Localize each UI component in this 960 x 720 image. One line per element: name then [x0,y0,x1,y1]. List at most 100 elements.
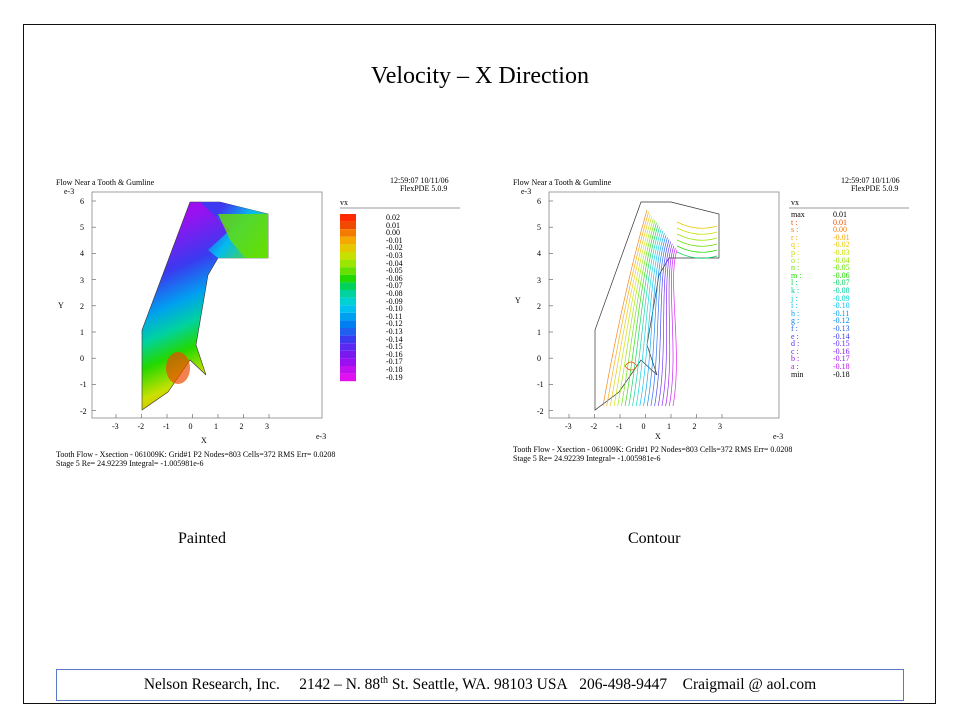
legend-letter: q : [791,240,800,250]
legend-value: -0.02 [386,243,403,253]
contour-line [610,214,651,407]
contour-line [639,230,664,407]
legend-swatch [340,221,356,230]
legend-value: -0.07 [386,281,403,291]
contour-line [657,241,672,407]
contour-line [650,237,668,407]
painted-plot: Flow Near a Tooth & Gumline 12:59:07 10/… [50,170,470,470]
legend-swatch [340,320,356,328]
x-tick-label: 3 [265,422,269,431]
legend-letter: b : [791,354,800,364]
footer-address-sup: th [380,675,388,686]
x-tick-label: 2 [239,422,244,431]
legend-value: 0.00 [386,228,400,238]
legend-value: -0.18 [833,369,850,379]
contour-line [676,221,718,229]
footer-email: Craigmail @ aol.com [682,676,817,693]
y-tick-label: 5 [80,223,84,233]
legend-value: -0.11 [833,308,850,318]
y-exponent: e-3 [64,187,75,196]
x-tick-label: -2 [137,422,145,431]
legend-letter: h : [791,308,800,318]
legend-value: 0.00 [833,225,847,235]
legend-value: -0.09 [833,293,850,303]
x-tick-label: 0 [188,422,193,431]
plot-axes-box [548,191,780,419]
y-tick-label: 6 [80,197,84,206]
legend-value: 0.02 [386,213,400,222]
legend-value: -0.05 [386,266,403,276]
contour-line [632,226,660,407]
legend-value: -0.10 [833,301,850,311]
x-exponent: e-3 [316,432,327,441]
legend-letter: r : [791,232,798,242]
y-exponent: e-3 [521,187,532,196]
legend-title: vx [340,198,348,207]
legend-swatch [340,252,356,260]
y-tick-label: 2 [80,301,84,311]
footer-address-pre: 2142 – N. 88 [299,676,381,693]
contour-line [676,245,718,253]
painted-plot-canvas [91,191,460,419]
legend-value: -0.17 [386,357,403,367]
legend-swatch [340,305,356,313]
plot-info-line-1: Tooth Flow - Xsection - 061009K: Grid#1 … [513,445,793,454]
slide-frame [23,24,936,704]
y-tick-label: 3 [537,275,541,285]
contour-plot: Flow Near a Tooth & Gumline 12:59:07 10/… [507,170,927,470]
caption-contour: Contour [628,530,681,547]
y-tick-label: -1 [80,380,87,390]
legend-swatch [340,335,356,344]
contour-domain [594,201,720,411]
legend-swatch [340,350,356,359]
contour-line [661,243,673,407]
plot-info-line-1: Tooth Flow - Xsection - 061009K: Grid#1 … [56,450,336,459]
legend-letter: k : [791,286,800,295]
x-axis-label: X [655,432,661,441]
y-tick-label: 5 [537,223,541,233]
legend-letter: min [791,369,804,379]
contour-line [628,224,659,407]
legend-value: -0.12 [386,319,403,329]
legend-value: 0.01 [833,217,847,227]
contour-line [643,233,665,407]
slide-title: Velocity – X Direction [371,63,589,89]
legend-value: -0.14 [386,334,403,344]
plot-info-line-2: Stage 5 Re= 24.92239 Integral= -1.005981… [56,459,204,468]
x-tick-label: 1 [214,422,218,431]
contour-plot-canvas [548,191,909,419]
legend-value: -0.16 [386,349,403,359]
legend-value: -0.08 [833,286,850,295]
legend-letter: g : [791,316,800,326]
y-tick-label: 0 [80,354,84,364]
legend-value: -0.18 [833,362,850,371]
legend-letter: max [791,210,805,219]
plot-timestamp: 12:59:07 10/11/06 [841,176,900,185]
plot-info-line-2: Stage 5 Re= 24.92239 Integral= -1.005981… [513,454,661,463]
plot-header-title: Flow Near a Tooth & Gumline [56,178,155,187]
x-tick-label: -3 [112,422,119,431]
x-tick-label: -1 [616,422,623,431]
x-tick-label: -2 [590,422,598,431]
painted-hot-spot [166,352,190,384]
legend-letter: t : [791,217,798,227]
x-tick-label: -1 [163,422,170,431]
legend-swatch [340,373,356,382]
legend-letter: p : [791,248,800,257]
legend-value: -0.10 [386,304,403,314]
contour-line [672,249,678,407]
footer-phone: 206-498-9447 [579,676,668,693]
x-tick-label: 0 [641,422,646,431]
y-tick-label: 2 [537,301,541,311]
legend-letter: n : [791,263,800,273]
legend-value: 0.01 [386,220,400,230]
legend-swatch [340,328,356,336]
legend-value: -0.17 [833,354,850,364]
plot-header-title: Flow Near a Tooth & Gumline [513,178,612,187]
legend-value: -0.12 [833,316,850,326]
x-axis-label: X [201,436,207,445]
legend-value: -0.15 [386,342,403,352]
legend-value: 0.01 [833,210,847,219]
legend-swatch [340,229,356,237]
contour-line [624,222,657,407]
